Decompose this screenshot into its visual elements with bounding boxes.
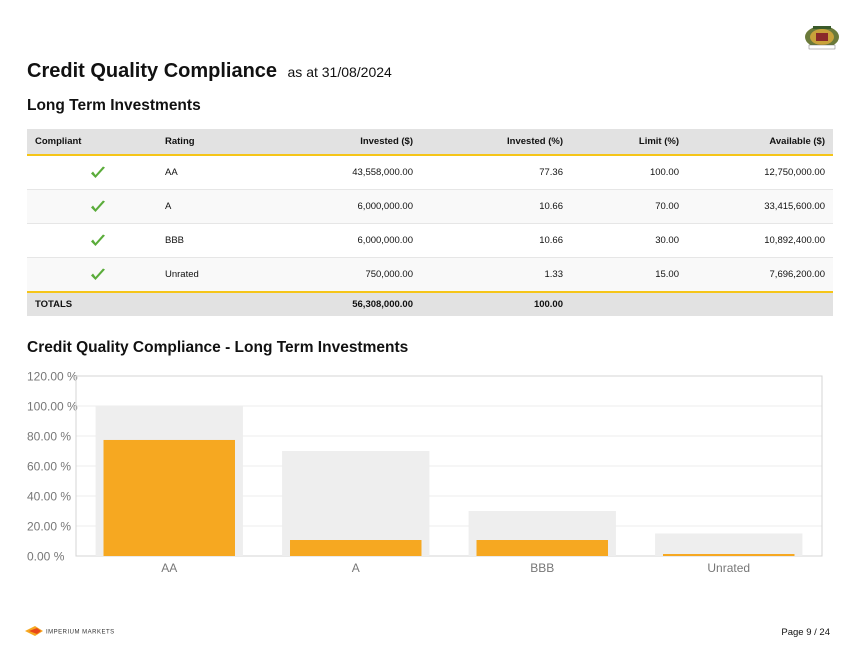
totals-invested-pct: 100.00	[413, 291, 563, 316]
limit-cell: 100.00	[563, 155, 679, 190]
x-tick-label: AA	[161, 561, 177, 575]
rating-cell: A	[165, 189, 285, 224]
limit-cell: 30.00	[563, 223, 679, 258]
check-icon	[91, 166, 105, 178]
y-tick-label: 20.00 %	[27, 520, 71, 534]
col-header-limit: Limit (%)	[563, 129, 679, 156]
totals-label: TOTALS	[27, 291, 165, 316]
council-logo	[805, 26, 839, 50]
y-tick-label: 40.00 %	[27, 490, 71, 504]
footer-brand: IMPERIUM MARKETS	[46, 630, 115, 636]
page-title: Credit Quality Compliance as at 31/08/20…	[27, 60, 392, 83]
title-date: as at 31/08/2024	[287, 64, 392, 80]
y-tick-label: 80.00 %	[27, 430, 71, 444]
section-title: Long Term Investments	[27, 97, 201, 114]
y-tick-label: 0.00 %	[27, 550, 65, 564]
table-row: Unrated 750,000.00 1.33 15.00 7,696,200.…	[27, 257, 833, 293]
limit-bar	[655, 533, 803, 556]
totals-empty	[563, 291, 679, 316]
limit-cell: 70.00	[563, 189, 679, 224]
col-header-invested-pct: Invested (%)	[413, 129, 563, 156]
table-row: BBB 6,000,000.00 10.66 30.00 10,892,400.…	[27, 223, 833, 258]
totals-empty	[165, 291, 285, 316]
limit-bar	[282, 451, 430, 556]
col-header-rating: Rating	[165, 129, 285, 156]
limit-cell: 15.00	[563, 257, 679, 293]
invested-pct-cell: 10.66	[413, 189, 563, 224]
invested-cell: 43,558,000.00	[285, 155, 413, 190]
table-header-row: Compliant Rating Invested ($) Invested (…	[27, 129, 833, 156]
invested-bar	[476, 540, 608, 556]
available-cell: 12,750,000.00	[679, 155, 833, 190]
totals-empty	[679, 291, 833, 316]
invested-bar	[663, 554, 795, 556]
rating-cell: Unrated	[165, 257, 285, 293]
invested-cell: 6,000,000.00	[285, 223, 413, 258]
table-row: A 6,000,000.00 10.66 70.00 33,415,600.00	[27, 189, 833, 224]
col-header-available: Available ($)	[679, 129, 833, 156]
invested-bar	[290, 540, 422, 556]
col-header-compliant: Compliant	[27, 129, 165, 156]
totals-invested: 56,308,000.00	[285, 291, 413, 316]
check-icon	[91, 200, 105, 212]
bar-chart: 0.00 % 20.00 % 40.00 % 60.00 % 80.00 % 100.00…	[27, 370, 823, 575]
invested-pct-cell: 77.36	[413, 155, 563, 190]
invested-bar	[103, 439, 235, 556]
table-row: AA 43,558,000.00 77.36 100.00 12,750,000…	[27, 155, 833, 190]
check-icon	[91, 234, 105, 246]
title-main: Credit Quality Compliance	[27, 60, 278, 82]
available-cell: 10,892,400.00	[679, 223, 833, 258]
available-cell: 7,696,200.00	[679, 257, 833, 293]
compliant-cell	[27, 223, 165, 258]
rating-cell: BBB	[165, 223, 285, 258]
compliant-cell	[27, 257, 165, 293]
compliant-cell	[27, 155, 165, 190]
available-cell: 33,415,600.00	[679, 189, 833, 224]
compliance-table: Compliant Rating Invested ($) Invested (…	[27, 129, 833, 316]
x-tick-label: Unrated	[707, 561, 750, 575]
invested-cell: 750,000.00	[285, 257, 413, 293]
plot-frame	[75, 375, 823, 557]
page-number: Page 9 / 24	[781, 627, 830, 638]
y-tick-label: 60.00 %	[27, 460, 71, 474]
imperium-markets-logo: IMPERIUM MARKETS	[25, 626, 115, 636]
x-tick-label: A	[352, 561, 360, 575]
invested-cell: 6,000,000.00	[285, 189, 413, 224]
check-icon	[91, 268, 105, 280]
chart-title: Credit Quality Compliance - Long Term In…	[27, 339, 409, 356]
y-tick-label: 100.00 %	[27, 400, 78, 414]
invested-pct-cell: 1.33	[413, 257, 563, 293]
invested-pct-cell: 10.66	[413, 223, 563, 258]
col-header-invested: Invested ($)	[285, 129, 413, 156]
compliant-cell	[27, 189, 165, 224]
y-tick-label: 120.00 %	[27, 370, 78, 384]
totals-row: TOTALS 56,308,000.00 100.00	[27, 291, 833, 316]
rating-cell: AA	[165, 155, 285, 190]
x-tick-label: BBB	[530, 561, 554, 575]
